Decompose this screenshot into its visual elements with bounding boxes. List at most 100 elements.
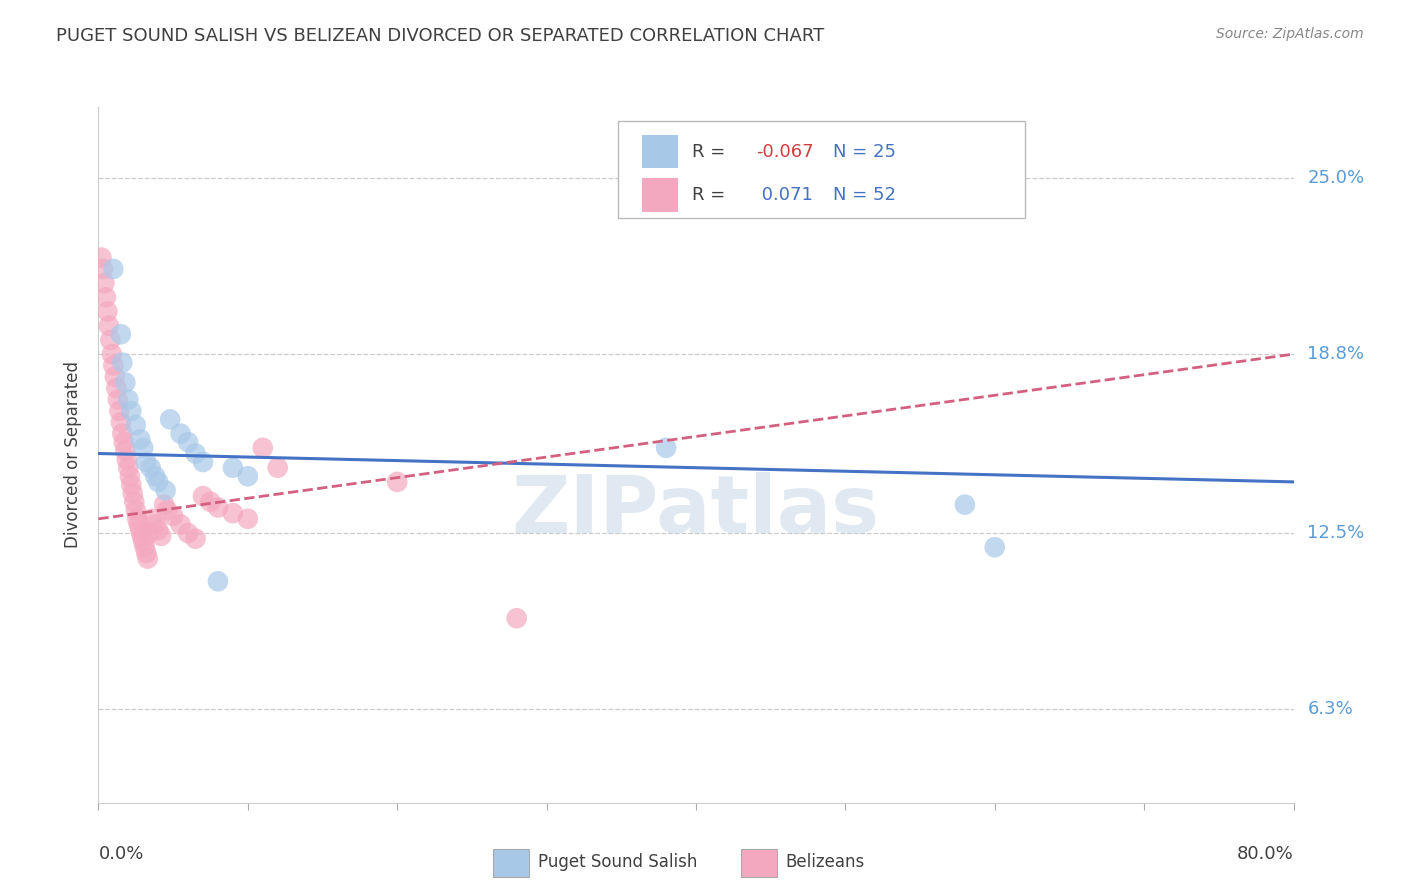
Point <box>156 503 179 517</box>
Point <box>127 512 149 526</box>
Point <box>148 475 170 489</box>
Point <box>506 611 529 625</box>
Point <box>103 359 125 373</box>
Point <box>114 376 136 390</box>
Point <box>134 540 156 554</box>
Text: R =: R = <box>692 143 731 161</box>
Point <box>129 432 152 446</box>
Point <box>169 426 191 441</box>
Point <box>267 460 290 475</box>
Point <box>93 276 115 290</box>
Point <box>121 486 143 500</box>
Point <box>118 469 141 483</box>
Point <box>136 551 159 566</box>
FancyBboxPatch shape <box>643 135 678 169</box>
Point <box>138 526 160 541</box>
Point <box>120 404 142 418</box>
Text: 80.0%: 80.0% <box>1237 845 1294 863</box>
Point <box>177 435 200 450</box>
Text: Puget Sound Salish: Puget Sound Salish <box>538 853 697 871</box>
Point <box>200 495 222 509</box>
Text: -0.067: -0.067 <box>756 143 813 161</box>
Point <box>111 426 134 441</box>
Point <box>236 512 259 526</box>
Point <box>91 261 114 276</box>
Point <box>143 517 166 532</box>
Point <box>222 506 245 520</box>
Point <box>108 404 131 418</box>
Text: 12.5%: 12.5% <box>1308 524 1365 542</box>
Text: 0.0%: 0.0% <box>98 845 143 863</box>
Point <box>105 381 128 395</box>
Point <box>162 508 184 523</box>
Text: 0.071: 0.071 <box>756 186 813 204</box>
Text: 18.8%: 18.8% <box>1308 345 1364 363</box>
Point <box>655 441 678 455</box>
Text: Source: ZipAtlas.com: Source: ZipAtlas.com <box>1216 27 1364 41</box>
Point <box>98 333 122 347</box>
Point <box>96 304 118 318</box>
Point <box>143 469 166 483</box>
Point <box>117 392 139 407</box>
Point <box>191 455 214 469</box>
Point <box>184 532 207 546</box>
Point <box>222 460 245 475</box>
Point <box>124 495 146 509</box>
Point <box>191 489 214 503</box>
Point <box>125 418 148 433</box>
Point <box>141 512 163 526</box>
FancyBboxPatch shape <box>619 121 1025 219</box>
Point <box>97 318 120 333</box>
Point <box>111 356 134 370</box>
FancyBboxPatch shape <box>741 849 778 877</box>
Point <box>112 435 135 450</box>
Point <box>129 523 152 537</box>
Point <box>953 498 976 512</box>
Point <box>115 452 138 467</box>
Point <box>132 534 155 549</box>
Point <box>139 460 162 475</box>
Point <box>104 369 127 384</box>
FancyBboxPatch shape <box>643 178 678 211</box>
Text: N = 25: N = 25 <box>834 143 897 161</box>
Point <box>236 469 259 483</box>
Point <box>207 500 229 515</box>
Point <box>177 526 200 541</box>
Point <box>128 517 150 532</box>
Point <box>135 546 157 560</box>
Point <box>114 443 136 458</box>
Point <box>132 441 155 455</box>
Point <box>169 517 191 532</box>
Text: 6.3%: 6.3% <box>1308 700 1353 718</box>
Point <box>150 529 173 543</box>
Point <box>110 327 132 342</box>
Point <box>101 347 124 361</box>
Text: ZIPatlas: ZIPatlas <box>512 472 880 549</box>
Text: PUGET SOUND SALISH VS BELIZEAN DIVORCED OR SEPARATED CORRELATION CHART: PUGET SOUND SALISH VS BELIZEAN DIVORCED … <box>56 27 824 45</box>
FancyBboxPatch shape <box>492 849 529 877</box>
Text: Belizeans: Belizeans <box>786 853 865 871</box>
Point <box>148 523 170 537</box>
Point <box>207 574 229 589</box>
Y-axis label: Divorced or Separated: Divorced or Separated <box>65 361 83 549</box>
Point <box>117 460 139 475</box>
Text: R =: R = <box>692 186 731 204</box>
Point <box>983 540 1005 554</box>
Point <box>103 261 125 276</box>
Point <box>110 415 132 429</box>
Point <box>90 251 112 265</box>
Point <box>159 412 181 426</box>
Point <box>131 529 153 543</box>
Point <box>125 503 148 517</box>
Point <box>155 483 177 498</box>
Text: 25.0%: 25.0% <box>1308 169 1365 187</box>
Point <box>120 477 142 491</box>
Point <box>184 446 207 460</box>
Point <box>385 475 409 489</box>
Text: N = 52: N = 52 <box>834 186 897 204</box>
Point <box>94 290 117 304</box>
Point <box>107 392 129 407</box>
Point <box>135 455 157 469</box>
Point <box>252 441 274 455</box>
Point <box>153 498 176 512</box>
